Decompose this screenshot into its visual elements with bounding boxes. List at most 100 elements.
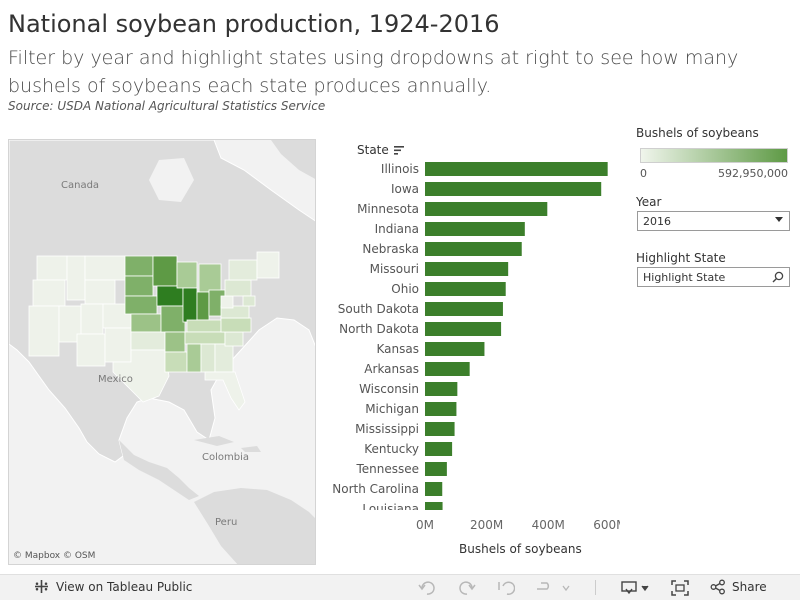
state-kentucky — [186, 319, 222, 333]
greenland-landmass — [271, 140, 315, 179]
state-label-nebraska[interactable]: Nebraska — [362, 242, 419, 256]
bar-mississippi[interactable] — [425, 422, 455, 436]
state-montana — [84, 255, 126, 281]
state-wisconsin — [176, 261, 198, 289]
bar-kentucky[interactable] — [425, 442, 453, 456]
state-label-arkansas[interactable]: Arkansas — [364, 362, 419, 376]
state-label-north-carolina[interactable]: North Carolina — [332, 482, 419, 496]
view-on-tableau-public-label: View on Tableau Public — [56, 579, 193, 594]
revert-icon[interactable] — [497, 580, 515, 596]
bar-chart: Illinois Iowa Minnesota Indiana Nebraska Miss… — [332, 162, 620, 532]
bar-minnesota[interactable] — [425, 202, 548, 216]
state-label-illinois[interactable]: Illinois — [381, 162, 419, 176]
state-new-mexico — [104, 327, 132, 363]
refresh-icon[interactable] — [535, 580, 571, 596]
share-label: Share — [732, 580, 767, 594]
share-button[interactable]: Share — [710, 579, 767, 595]
fullscreen-icon[interactable] — [671, 580, 689, 596]
chevron-down-icon — [775, 217, 783, 222]
bar-north-dakota[interactable] — [425, 322, 502, 336]
map-label-canada: Canada — [61, 180, 100, 191]
state-nebraska — [124, 295, 158, 315]
state-south-carolina — [224, 331, 244, 347]
soybean-map[interactable]: Canada Mexico Colombia Peru © Mapbox © O… — [8, 139, 316, 565]
state-west-virginia — [220, 295, 234, 309]
bar-illinois[interactable] — [425, 162, 608, 176]
bar-kansas[interactable] — [425, 342, 485, 356]
state-pennsylvania — [224, 279, 252, 297]
bar-ohio[interactable] — [425, 282, 506, 296]
page-title: National soybean production, 1924-2016 — [8, 10, 500, 38]
state-column-header[interactable]: State — [357, 143, 405, 157]
undo-icon[interactable] — [418, 580, 436, 596]
state-north-carolina — [220, 317, 252, 333]
state-new-england — [256, 251, 280, 279]
state-label-tennessee[interactable]: Tennessee — [355, 462, 419, 476]
state-label-missouri[interactable]: Missouri — [370, 262, 419, 276]
state-oregon — [32, 279, 66, 307]
year-dropdown[interactable]: 2016 — [637, 211, 790, 231]
state-georgia — [214, 343, 234, 373]
state-label-louisiana[interactable]: Louisiana — [362, 502, 419, 516]
state-new-york — [228, 259, 258, 281]
state-label-iowa[interactable]: Iowa — [391, 182, 419, 196]
highlight-state-placeholder: Highlight State — [643, 271, 726, 284]
south-america-landmass — [194, 488, 315, 564]
bar-louisiana[interactable] — [425, 502, 443, 516]
state-tennessee — [184, 331, 226, 345]
sort-icon[interactable] — [393, 145, 405, 155]
state-alabama — [200, 343, 216, 373]
state-mississippi — [186, 343, 202, 373]
color-legend-gradient — [640, 148, 788, 163]
bar-iowa[interactable] — [425, 182, 602, 196]
map-credit[interactable]: © Mapbox © OSM — [13, 551, 96, 561]
state-label-kansas[interactable]: Kansas — [377, 342, 419, 356]
central-america-landmass — [119, 440, 199, 500]
state-label-wisconsin[interactable]: Wisconsin — [359, 382, 419, 396]
state-arkansas — [164, 331, 186, 353]
year-filter-label: Year — [636, 195, 662, 209]
bar-michigan[interactable] — [425, 402, 457, 416]
map-label-colombia: Colombia — [202, 452, 249, 463]
legend-min-label: 0 — [640, 167, 647, 180]
toolbar-divider — [595, 580, 596, 595]
state-kansas — [130, 313, 162, 333]
state-louisiana — [164, 351, 188, 373]
source-note: Source: USDA National Agricultural Stati… — [8, 99, 326, 113]
bar-south-dakota[interactable] — [425, 302, 503, 316]
x-tick-label: 400M — [532, 518, 565, 532]
year-dropdown-value: 2016 — [643, 215, 671, 228]
state-utah — [80, 303, 104, 335]
bar-tennessee[interactable] — [425, 462, 447, 476]
state-virginia — [220, 305, 250, 319]
state-idaho — [66, 255, 86, 301]
state-label-north-dakota[interactable]: North Dakota — [339, 322, 419, 336]
state-label-minnesota[interactable]: Minnesota — [357, 202, 419, 216]
state-label-ohio[interactable]: Ohio — [391, 282, 419, 296]
view-on-tableau-public-link[interactable]: View on Tableau Public — [34, 579, 192, 594]
download-icon[interactable] — [620, 580, 652, 596]
map-label-peru: Peru — [215, 517, 238, 528]
state-washington — [36, 255, 68, 281]
state-california — [28, 305, 60, 357]
state-label-michigan[interactable]: Michigan — [365, 402, 419, 416]
state-wyoming — [84, 279, 116, 305]
state-iowa — [156, 285, 184, 307]
highlight-state-search[interactable]: Highlight State — [637, 267, 790, 287]
state-indiana — [196, 291, 210, 321]
bar-north-carolina[interactable] — [425, 482, 443, 496]
bar-nebraska[interactable] — [425, 242, 522, 256]
bar-missouri[interactable] — [425, 262, 509, 276]
state-south-dakota — [124, 275, 154, 297]
hudson-bay — [149, 158, 194, 202]
map-canvas — [9, 140, 315, 564]
bar-wisconsin[interactable] — [425, 382, 458, 396]
bar-indiana[interactable] — [425, 222, 525, 236]
map-label-mexico: Mexico — [98, 374, 133, 385]
bar-arkansas[interactable] — [425, 362, 470, 376]
state-label-kentucky[interactable]: Kentucky — [364, 442, 419, 456]
state-label-south-dakota[interactable]: South Dakota — [338, 302, 419, 316]
state-label-indiana[interactable]: Indiana — [375, 222, 419, 236]
redo-icon[interactable] — [458, 580, 476, 596]
state-label-mississippi[interactable]: Mississippi — [355, 422, 419, 436]
